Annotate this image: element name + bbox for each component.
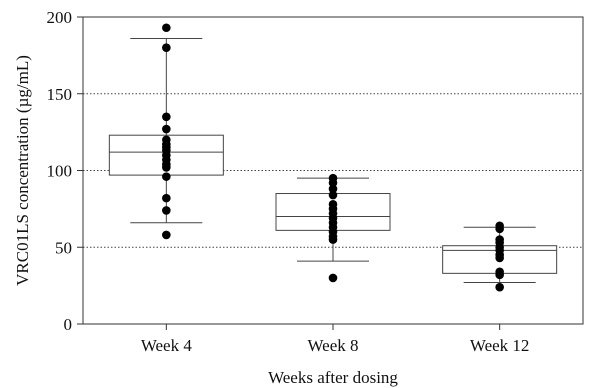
y-tick-label: 100: [47, 162, 73, 181]
data-point: [162, 43, 171, 52]
boxes: [108, 37, 558, 284]
data-point: [162, 230, 171, 240]
x-axis-title: Weeks after dosing: [268, 368, 398, 387]
data-point: [162, 193, 171, 203]
data-point: [328, 273, 338, 283]
data-point: [162, 206, 171, 215]
data-point: [328, 190, 338, 200]
x-axis: Week 4 Week 8 Week 12: [141, 324, 530, 355]
y-tick-label: 50: [55, 238, 72, 257]
y-tick-label: 0: [64, 315, 73, 334]
data-point: [495, 253, 504, 263]
data-point: [162, 112, 171, 122]
y-axis: 0 50 100 150 200: [47, 8, 83, 334]
data-point: [495, 270, 504, 280]
x-tick-label: Week 8: [307, 336, 358, 355]
x-tick-label: Week 12: [470, 336, 530, 355]
y-tick-label: 150: [47, 85, 73, 104]
data-point: [495, 282, 504, 292]
data-point: [162, 124, 171, 134]
data-point: [162, 163, 171, 172]
data-point: [328, 184, 338, 194]
data-point: [328, 235, 338, 244]
data-point: [162, 23, 171, 33]
data-point: [495, 224, 504, 234]
data-point: [328, 178, 338, 188]
y-axis-title: VRC01LS concentration (µg/mL): [13, 55, 32, 286]
data-point: [162, 172, 171, 181]
data-points: [162, 23, 504, 292]
y-tick-label: 200: [47, 8, 73, 27]
x-tick-label: Week 4: [141, 336, 193, 355]
